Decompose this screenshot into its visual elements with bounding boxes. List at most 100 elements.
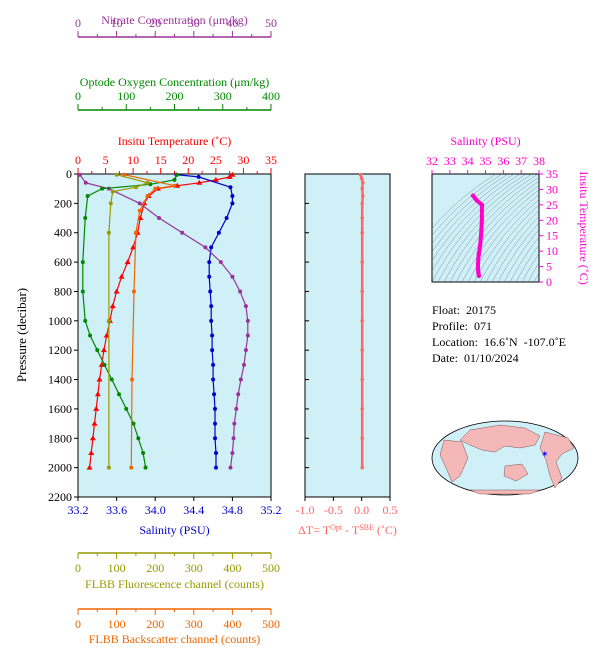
salinity-tick-label: 35.2 [261,503,282,517]
delta-t-point [360,436,365,441]
ts-isoline [432,174,503,236]
nitrate-tick-label: 40 [226,16,238,30]
backscatter-point [122,172,127,177]
fluorescence-point [110,189,115,194]
salinity-point [207,274,212,279]
backscatter-point [172,183,177,188]
ts-xaxis-label: Salinity (PSU) [450,134,520,148]
nitrate-point [243,348,248,353]
pressure-axis-label: Pressure (decibar) [14,288,29,382]
salinity-tick-label: 34.4 [183,503,204,517]
ts-ytick-label: 10 [546,244,558,258]
delta-t-tick-label: 0.5 [383,503,398,517]
backscatter-tick-label: 300 [185,617,203,631]
nitrate-point [137,201,142,206]
salinity-point [213,450,218,455]
fluorescence-tick-label: 200 [146,561,164,575]
oxygen-point [117,392,122,397]
ts-isoline [432,174,497,229]
nitrate-tick-label: 30 [188,16,200,30]
fluorescence-point [106,465,111,470]
nitrate-point [203,245,208,250]
delta-t-point [360,186,365,191]
nitrate-point [157,216,162,221]
temperature-axis-label: Insitu Temperature (˚C) [118,134,232,148]
ts-isoline [443,176,539,282]
salinity-point [224,216,229,221]
delta-t-point [360,348,365,352]
nitrate-point [180,230,185,235]
pressure-tick-label: 1200 [48,343,72,357]
map-land-antarctica [469,489,541,495]
delta-t-point [360,201,365,206]
delta-t-point [360,216,365,220]
salinity-point [213,465,218,470]
ts-ytick-label: 25 [546,198,558,212]
ts-point [477,242,483,248]
map-land-africa [439,439,469,483]
ts-point [475,261,481,266]
world-map: ✶ [431,420,579,496]
oxygen-tick-label: 300 [214,89,232,103]
delta-t-point [360,260,365,264]
oxygen-point [172,177,177,182]
oxygen-tick-label: 100 [117,89,135,103]
oxygen-point [83,216,88,221]
pressure-tick-label: 1400 [48,373,72,387]
fluorescence-axis-label: FLBB Fluorescence channel (counts) [85,577,264,591]
oxygen-point [109,377,114,382]
temperature-point [124,259,131,265]
oxygen-point [88,333,93,338]
temperature-point [100,347,107,353]
nitrate-point [238,289,243,294]
nitrate-point [238,377,243,382]
nitrate-point [77,172,82,177]
ts-point [474,198,479,203]
pressure-tick-label: 2000 [48,461,72,475]
fluorescence-tick-label: 500 [262,561,280,575]
fluorescence-point [133,185,138,190]
temperature-tick-label: 20 [182,153,194,167]
delta-t-axis-label: ΔT= TOpt - TSBE (˚C) [298,523,397,538]
nitrate-point [83,180,88,185]
temperature-point [229,171,236,177]
location-label: Location: 16.6˚N -107.0˚E [432,335,566,349]
ts-yaxis-label: Insitu Temperature (˚C) [577,171,591,285]
delta-t-point [360,407,365,411]
salinity-point [196,174,201,179]
delta-t-label-part: Opt [330,523,343,532]
ts-point [479,218,485,223]
ts-isoline [515,244,539,282]
ts-ytick-label: 35 [546,167,558,181]
ts-isoline [461,189,539,282]
delta-t-line [359,174,365,468]
nitrate-point [245,318,250,323]
salinity-point [209,245,214,250]
ts-point [478,233,484,238]
backscatter-axis-label: FLBB Backscatter channel (counts) [89,632,261,646]
map-land-australia [503,463,529,482]
ts-isoline [455,185,539,282]
ts-xtick-label: 37 [515,154,527,168]
oxygen-tick-label: 0 [75,89,81,103]
salinity-point [207,260,212,265]
backscatter-tick-label: 500 [262,617,280,631]
pressure-tick-label: 800 [54,284,72,298]
pressure-tick-label: 400 [54,226,72,240]
delta-t-tick-label: -0.5 [324,503,343,517]
temperature-tick-label: 5 [103,153,109,167]
oxygen-tick-label: 200 [166,89,184,103]
fluorescence-tick-label: 0 [75,561,81,575]
salinity-point [216,230,221,235]
ts-plot-area [431,173,540,283]
nitrate-tick-label: 20 [149,16,161,30]
salinity-axis-label: Salinity (PSU) [139,523,209,537]
delta-t-point [360,230,365,235]
fluorescence-tick-label: 300 [185,561,203,575]
ts-isoline [503,229,539,282]
nitrate-axis-label: Nitrate Concentration (μm/kg) [101,13,247,27]
ts-ytick-label: 5 [546,260,552,274]
nitrate-point [236,392,241,397]
temperature-point [113,288,120,294]
